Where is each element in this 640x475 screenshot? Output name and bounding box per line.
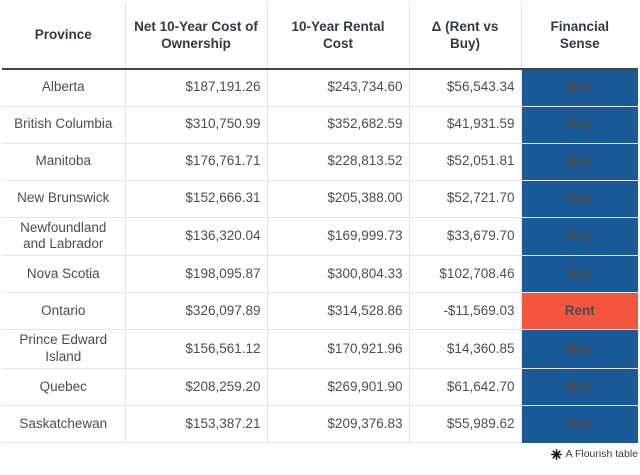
rental-cost-cell: $170,921.96: [266, 329, 409, 369]
column-header-financial-sense: Financial Sense: [520, 2, 638, 70]
rental-cost-cell: $352,682.59: [266, 105, 409, 143]
verdict-badge: Buy: [520, 142, 638, 180]
table-row: British Columbia $310,750.99 $352,682.59 $4…: [2, 105, 638, 143]
province-cell: Alberta: [41, 79, 85, 95]
delta-cell: -$11,569.03: [408, 292, 521, 330]
flourish-logo-icon: [550, 448, 562, 460]
table-header: Province Net 10-Year Cost of Ownership 1…: [2, 2, 638, 70]
province-cell: Newfoundland and Labrador: [2, 216, 125, 256]
column-header-rental-cost: 10-Year Rental Cost: [266, 2, 409, 70]
table-row: Saskatchewan $153,387.21 $209,376.83 $55,98…: [2, 405, 638, 443]
table-row: Prince Edward Island $156,561.12 $170,921.…: [2, 329, 638, 369]
attribution[interactable]: A Flourish table: [2, 448, 638, 460]
province-cell: Saskatchewan: [2, 405, 125, 443]
column-header-province: Province: [2, 2, 125, 70]
header-row: Province Net 10-Year Cost of Ownership 1…: [2, 2, 638, 70]
delta-cell: $61,642.70: [408, 368, 521, 406]
rental-cost-cell: $205,388.00: [266, 179, 409, 217]
net-cost-cell: $198,095.87: [124, 255, 267, 293]
table-row: Alberta $187,191.26 $243,734.60 $56,543.34 B…: [2, 69, 638, 106]
delta-cell: $102,708.46: [408, 255, 521, 293]
province-cell: Quebec: [2, 368, 125, 406]
net-cost-cell: $156,561.12: [124, 329, 267, 369]
province-cell: Ontario: [2, 292, 125, 330]
table-row: Ontario $326,097.89 $314,528.86 -$11,569.03…: [2, 292, 638, 330]
delta-cell: $56,543.34: [408, 69, 521, 106]
verdict-badge: Buy: [520, 179, 638, 217]
rent-vs-buy-table: Province Net 10-Year Cost of Ownership 1…: [2, 2, 638, 443]
table-row: Newfoundland and Labrador $136,320.04 $169…: [2, 216, 638, 256]
verdict-badge: Buy: [520, 105, 638, 143]
verdict-badge: Buy: [520, 405, 638, 443]
net-cost-cell: $152,666.31: [124, 179, 267, 217]
verdict-badge: Buy: [520, 216, 638, 256]
delta-cell: $55,989.62: [408, 405, 521, 443]
verdict-badge: Rent: [520, 292, 638, 330]
rental-cost-cell: $209,376.83: [266, 405, 409, 443]
delta-cell: $33,679.70: [408, 216, 521, 256]
table-body: Alberta $187,191.26 $243,734.60 $56,543.34 B…: [2, 69, 638, 443]
net-cost-cell: $326,097.89: [124, 292, 267, 330]
net-cost-cell: $153,387.21: [124, 405, 267, 443]
province-cell: Manitoba: [2, 142, 125, 180]
column-header-delta: Δ (Rent vs Buy): [408, 2, 521, 70]
net-cost-cell: $187,191.26: [124, 69, 267, 106]
attribution-label: A Flourish table: [565, 448, 638, 460]
net-cost-cell: $176,761.71: [124, 142, 267, 180]
rental-cost-cell: $243,734.60: [266, 69, 409, 106]
province-cell: Nova Scotia: [2, 255, 125, 293]
net-cost-cell: $310,750.99: [124, 105, 267, 143]
net-cost-cell: $136,320.04: [124, 216, 267, 256]
table-row: Quebec $208,259.20 $269,901.90 $61,642.70 Bu…: [2, 368, 638, 406]
province-cell: British Columbia: [2, 105, 125, 143]
province-cell: Prince Edward Island: [2, 329, 125, 369]
table-row: Manitoba $176,761.71 $228,813.52 $52,051.81…: [2, 142, 638, 180]
table-row: New Brunswick $152,666.31 $205,388.00 $52,7…: [2, 179, 638, 217]
rental-cost-cell: $300,804.33: [266, 255, 409, 293]
verdict-badge: Buy: [520, 329, 638, 369]
delta-cell: $14,360.85: [408, 329, 521, 369]
verdict-badge: Buy: [520, 69, 638, 106]
rental-cost-cell: $314,528.86: [266, 292, 409, 330]
delta-cell: $52,721.70: [408, 179, 521, 217]
rental-cost-cell: $269,901.90: [266, 368, 409, 406]
delta-cell: $52,051.81: [408, 142, 521, 180]
province-cell: New Brunswick: [2, 179, 125, 217]
rental-cost-cell: $228,813.52: [266, 142, 409, 180]
rental-cost-cell: $169,999.73: [266, 216, 409, 256]
column-header-net-cost: Net 10-Year Cost of Ownership: [124, 2, 267, 70]
verdict-badge: Buy: [520, 255, 638, 293]
delta-cell: $41,931.59: [408, 105, 521, 143]
verdict-badge: Buy: [520, 368, 638, 406]
table-row: Nova Scotia $198,095.87 $300,804.33 $102,70…: [2, 255, 638, 293]
net-cost-cell: $208,259.20: [124, 368, 267, 406]
